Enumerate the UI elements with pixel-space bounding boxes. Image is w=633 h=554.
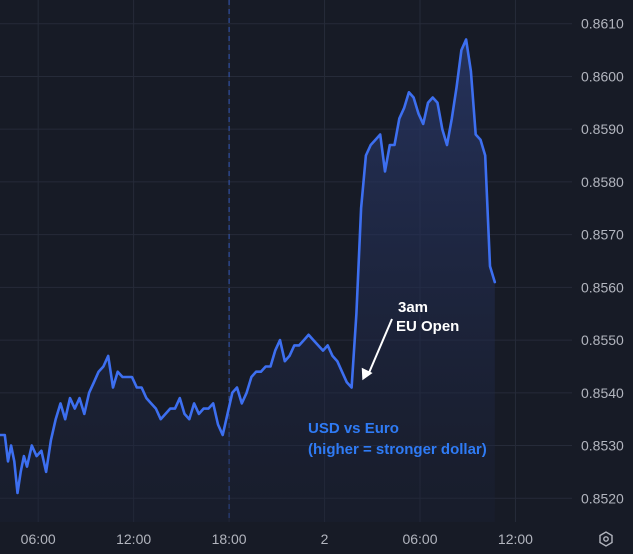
callout-line2: EU Open: [396, 318, 459, 335]
x-tick-label: 12:00: [116, 531, 151, 547]
y-tick-label: 0.8610: [581, 16, 624, 32]
y-tick-label: 0.8580: [581, 174, 624, 190]
caption-line2: (higher = stronger dollar): [308, 441, 487, 458]
x-tick-label: 06:00: [21, 531, 56, 547]
x-tick-label: 18:00: [212, 531, 247, 547]
y-tick-label: 0.8530: [581, 438, 624, 454]
x-axis-ticks: 06:00 12:00 18:00 2 06:00 12:00: [21, 531, 534, 547]
callout-arrow: [367, 318, 393, 375]
x-tick-label: 06:00: [402, 531, 437, 547]
y-tick-label: 0.8590: [581, 121, 624, 137]
series-area-fill: [0, 39, 495, 522]
callout-line1: 3am: [398, 299, 428, 316]
x-tick-label: 2: [321, 531, 329, 547]
y-tick-label: 0.8570: [581, 227, 624, 243]
y-tick-label: 0.8560: [581, 279, 624, 295]
y-tick-label: 0.8540: [581, 385, 624, 401]
y-tick-label: 0.8550: [581, 332, 624, 348]
x-tick-label: 12:00: [498, 531, 533, 547]
series-line: [0, 38, 497, 495]
caption-line1: USD vs Euro: [308, 420, 399, 437]
y-tick-label: 0.8520: [581, 490, 624, 506]
y-tick-label: 0.8600: [581, 68, 624, 84]
callout-arrowhead: [361, 367, 373, 381]
settings-icon[interactable]: [599, 531, 613, 547]
y-axis-ticks: 0.8610 0.8600 0.8590 0.8580 0.8570 0.8560 0.85…: [581, 16, 624, 507]
